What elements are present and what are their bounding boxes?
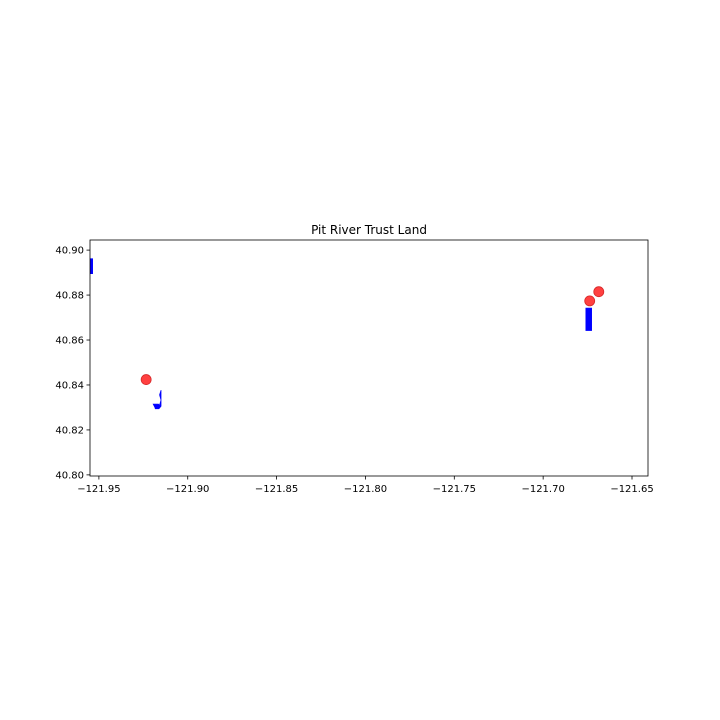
y-tick-label: 40.84 bbox=[55, 380, 84, 391]
y-axis: 40.80 40.82 40.84 40.86 40.88 40.90 bbox=[55, 246, 90, 481]
x-tick-label: −121.65 bbox=[610, 484, 653, 495]
y-tick-label: 40.90 bbox=[55, 246, 84, 257]
y-tick-label: 40.82 bbox=[55, 425, 84, 436]
location-point bbox=[593, 286, 605, 298]
y-tick-label: 40.86 bbox=[55, 336, 84, 347]
location-point bbox=[140, 374, 152, 385]
x-tick-label: −121.90 bbox=[166, 484, 209, 495]
plot-title: Pit River Trust Land bbox=[311, 223, 427, 237]
y-tick-label: 40.88 bbox=[55, 291, 84, 302]
trust-land-polygon bbox=[152, 390, 162, 410]
x-tick-label: −121.95 bbox=[77, 484, 120, 495]
y-tick-label: 40.80 bbox=[55, 470, 84, 481]
x-tick-label: −121.70 bbox=[521, 484, 564, 495]
plot-frame bbox=[89, 239, 649, 477]
location-points bbox=[140, 286, 605, 385]
trust-land-polygon bbox=[585, 307, 592, 331]
x-tick-label: −121.80 bbox=[344, 484, 387, 495]
x-tick-label: −121.85 bbox=[255, 484, 298, 495]
trust-land-polygon bbox=[90, 258, 93, 275]
trust-land-polygons bbox=[90, 258, 592, 410]
x-axis: −121.95 −121.90 −121.85 −121.80 −121.75 −121.… bbox=[77, 476, 654, 495]
location-point bbox=[584, 295, 596, 307]
x-tick-label: −121.75 bbox=[433, 484, 476, 495]
